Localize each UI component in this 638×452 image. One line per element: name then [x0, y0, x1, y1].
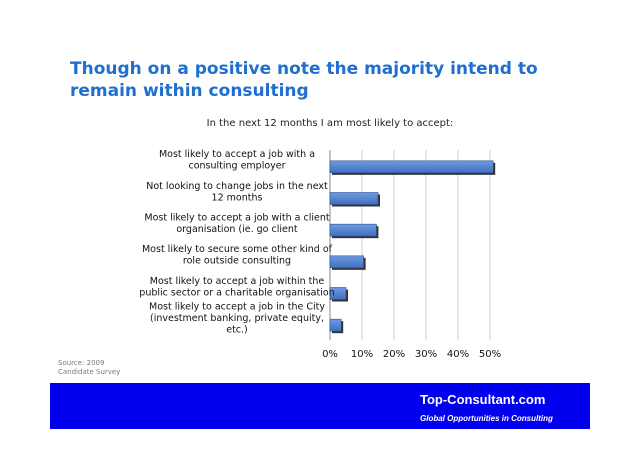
category-label-line: Not looking to change jobs in the next — [146, 181, 328, 192]
bar — [329, 160, 494, 174]
category-label-line: public sector or a charitable organisati… — [139, 287, 334, 298]
page-title: Though on a positive note the majority i… — [70, 58, 590, 102]
category-label-line: etc.) — [226, 325, 248, 336]
category-label-line: Most likely to secure some other kind of — [142, 244, 333, 255]
x-tick-label: 40% — [447, 349, 469, 360]
category-label: Most likely to accept a job within the pu… — [139, 276, 334, 299]
category-label-line: 12 months — [212, 192, 263, 203]
title-line-2: remain within consulting — [70, 81, 309, 101]
category-label-line: consulting employer — [188, 161, 285, 172]
bar — [329, 192, 379, 205]
category-label-line: organisation (ie. go client — [176, 224, 298, 235]
footer-bar — [50, 383, 590, 429]
category-label-line: role outside consulting — [183, 256, 291, 267]
category-label: Most likely to accept a job in the City(… — [149, 302, 325, 336]
x-tick-label: 20% — [383, 349, 405, 360]
category-label: Not looking to change jobs in the next 12… — [146, 181, 328, 204]
chart-title: In the next 12 months I am most likely t… — [206, 118, 454, 129]
source-line-1: Source: 2009 — [58, 359, 105, 367]
bar — [329, 223, 377, 237]
source-line-2: Candidate Survey — [58, 368, 121, 376]
x-tick-label: 0% — [322, 349, 338, 360]
title-line-1: Though on a positive note the majority i… — [70, 59, 538, 79]
category-label-line: Most likely to accept a job with a clien… — [144, 212, 329, 223]
bar — [329, 287, 347, 300]
bar — [329, 255, 364, 269]
bar — [329, 318, 342, 332]
category-label-line: (investment banking, private equity, — [150, 313, 324, 324]
category-label: Most likely to accept a job with a clien… — [144, 212, 329, 235]
brand-tagline: Global Opportunities in Consulting — [420, 414, 553, 423]
category-label: Most likely to secure some other kind of… — [142, 244, 333, 267]
category-label-line: Most likely to accept a job in the City — [149, 302, 325, 313]
x-tick-label: 50% — [479, 349, 501, 360]
category-label-line: Most likely to accept a job within the — [150, 276, 325, 287]
category-label-line: Most likely to accept a job with a — [159, 149, 315, 160]
x-tick-label: 30% — [415, 349, 437, 360]
x-tick-label: 10% — [351, 349, 373, 360]
source-note: Source: 2009 Candidate Survey — [58, 359, 120, 377]
category-label: Most likely to accept a job with a consul… — [159, 149, 315, 172]
brand-name: Top-Consultant.com — [420, 392, 546, 407]
